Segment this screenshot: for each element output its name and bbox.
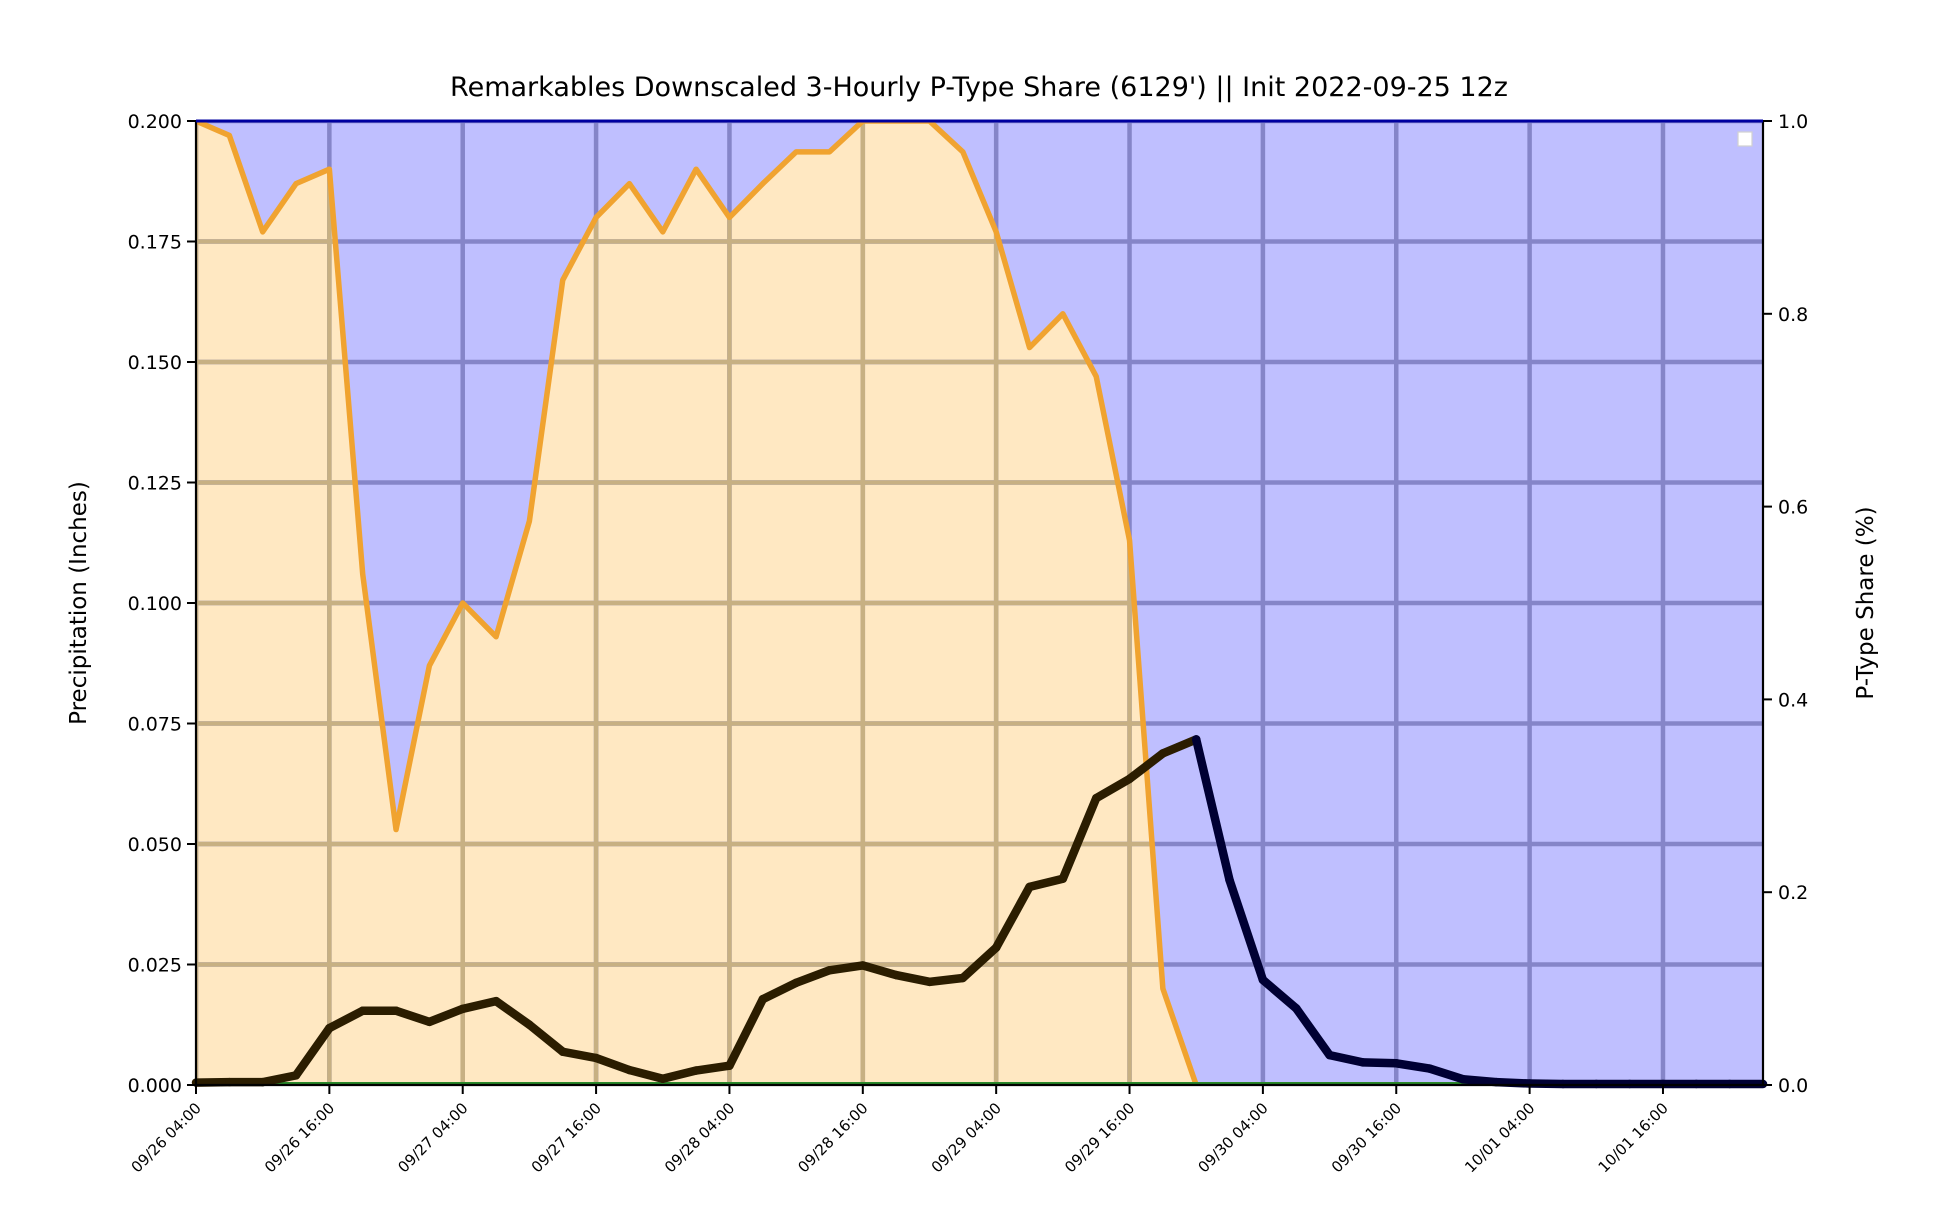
y-axis-label: Precipitation (Inches) (66, 481, 92, 725)
chart-title: Remarkables Downscaled 3-Hourly P-Type S… (450, 72, 1508, 103)
x-tick-label: 09/28 16:00 (794, 1099, 871, 1176)
precip-line-segment (1396, 1063, 1429, 1068)
x-tick-label: 10/01 16:00 (1595, 1099, 1672, 1176)
x-tick-label: 10/01 04:00 (1461, 1099, 1538, 1176)
y2-tick-label: 0.8 (1778, 304, 1808, 326)
precip-line-segment (1463, 1079, 1496, 1082)
y-tick-label: 0.125 (128, 473, 182, 495)
x-tick-label: 09/27 04:00 (394, 1099, 471, 1176)
precip-line-segment (1496, 1082, 1529, 1083)
x-tick-label: 09/26 16:00 (261, 1099, 338, 1176)
y-tick-label: 0.075 (128, 714, 182, 736)
precip-line-segment (1363, 1062, 1396, 1063)
y2-tick-label: 0.2 (1778, 882, 1808, 904)
precip-line-segment (829, 965, 862, 970)
x-tick-label: 09/28 04:00 (661, 1099, 738, 1176)
y-tick-label: 0.100 (128, 593, 182, 615)
y2-tick-label: 0.4 (1778, 689, 1808, 711)
y2-tick-label: 1.0 (1778, 111, 1808, 133)
y-tick-label: 0.025 (128, 955, 182, 977)
precip-line-segment (696, 1066, 729, 1071)
x-tick-label: 09/26 04:00 (128, 1099, 205, 1176)
y-tick-label: 0.200 (128, 111, 182, 133)
y2-tick-label: 0.0 (1778, 1075, 1808, 1097)
x-tick-label: 09/27 16:00 (528, 1099, 605, 1176)
x-tick-label: 09/29 16:00 (1061, 1099, 1138, 1176)
y2-axis-label: P-Type Share (%) (1853, 506, 1879, 699)
y-tick-label: 0.150 (128, 352, 182, 374)
x-tick-label: 09/29 04:00 (928, 1099, 1005, 1176)
y-tick-label: 0.000 (128, 1075, 182, 1097)
y2-tick-label: 0.6 (1778, 497, 1808, 519)
precip-line-segment (929, 978, 962, 982)
y-tick-label: 0.050 (128, 834, 182, 856)
y-tick-label: 0.175 (128, 232, 182, 254)
legend-box (1738, 132, 1752, 146)
x-tick-label: 09/30 04:00 (1194, 1099, 1271, 1176)
x-tick-label: 09/30 16:00 (1328, 1099, 1405, 1176)
